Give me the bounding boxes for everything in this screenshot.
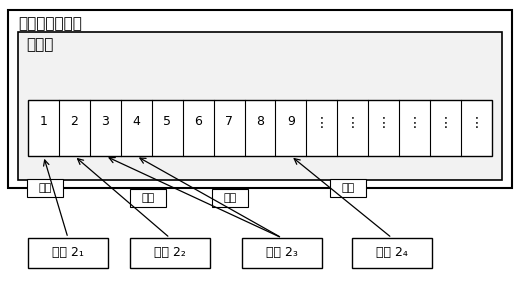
Text: 请求: 请求 [38, 183, 51, 193]
Text: ⋮: ⋮ [408, 116, 422, 130]
Text: 标签 2₄: 标签 2₄ [376, 247, 408, 259]
Text: ⋮: ⋮ [315, 116, 329, 130]
Text: 标签 2₁: 标签 2₁ [52, 247, 84, 259]
Text: 8: 8 [256, 115, 264, 128]
Bar [212, 189, 248, 207]
Text: ⋮: ⋮ [470, 116, 484, 130]
Text: 7: 7 [225, 115, 233, 128]
Text: 4: 4 [132, 115, 140, 128]
Text: 3: 3 [101, 115, 109, 128]
Bar [130, 238, 210, 268]
Text: ⋮: ⋮ [346, 116, 360, 130]
Text: 6: 6 [194, 115, 202, 128]
Text: 标签 2₃: 标签 2₃ [266, 247, 298, 259]
Text: 标签 2₂: 标签 2₂ [154, 247, 186, 259]
Text: 1: 1 [40, 115, 47, 128]
Text: 请求: 请求 [341, 183, 355, 193]
Text: 2: 2 [71, 115, 79, 128]
Text: 9: 9 [287, 115, 295, 128]
Bar [28, 100, 492, 156]
Text: ⋮: ⋮ [377, 116, 391, 130]
Text: 时间片: 时间片 [26, 37, 54, 52]
Text: 请求: 请求 [224, 193, 237, 203]
Bar [27, 179, 63, 197]
Bar [352, 238, 432, 268]
Bar [330, 179, 366, 197]
Bar [28, 238, 108, 268]
Bar [130, 189, 166, 207]
Text: ⋮: ⋮ [439, 116, 452, 130]
Text: 5: 5 [163, 115, 171, 128]
Bar [242, 238, 322, 268]
Text: 无线射频传感器: 无线射频传感器 [18, 16, 82, 31]
Bar [18, 32, 502, 180]
Text: 请求: 请求 [141, 193, 154, 203]
Bar [8, 10, 512, 188]
